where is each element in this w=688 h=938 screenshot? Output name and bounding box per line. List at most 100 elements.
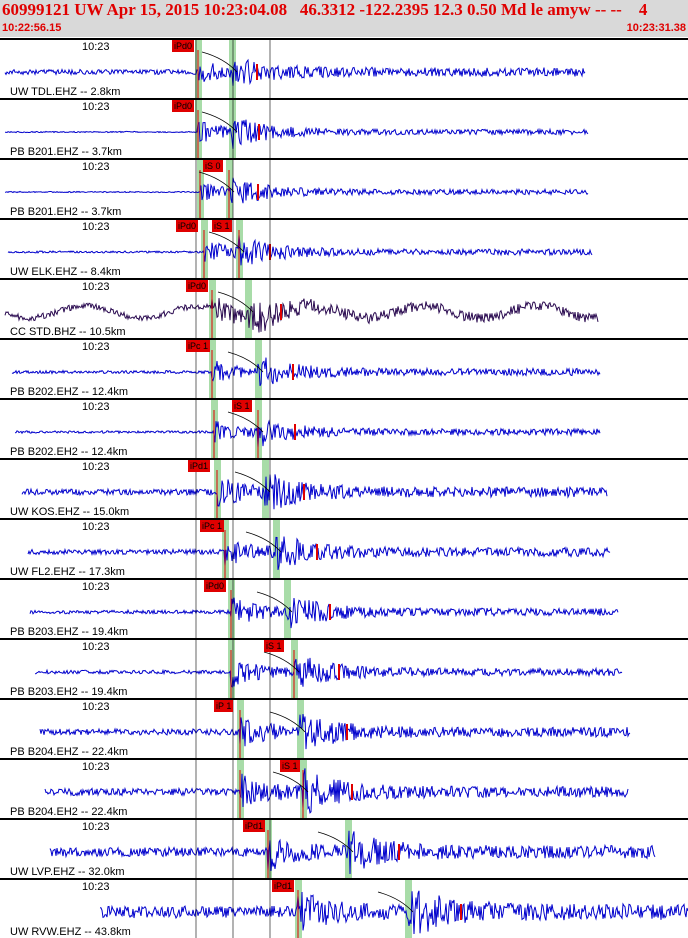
trace-row[interactable]: 10:23 UW KOS.EHZ -- 15.0km iPd1 [0,458,688,518]
moveout-curve [234,471,271,493]
trace-row[interactable]: 10:23 PB B203.EHZ -- 19.4km iPd0 [0,578,688,638]
moveout-curve [217,291,254,313]
trace-time-label: 10:23 [82,581,110,593]
trace-time-label: 10:23 [82,41,110,53]
window-end-time: 10:23:31.38 [626,22,686,34]
moveout-curve [208,231,245,253]
trace-time-label: 10:23 [82,401,110,413]
trace-station-label: PB B204.EH2 -- 22.4km [10,806,128,818]
trace-time-label: 10:23 [82,461,110,473]
event-header: 60999121 UW Apr 15, 2015 10:23:04.08 46.… [0,0,688,37]
trace-station-label: PB B202.EH2 -- 12.4km [10,446,128,458]
trace-time-label: 10:23 [82,821,110,833]
trace-time-label: 10:23 [82,101,110,113]
trace-station-label: PB B203.EHZ -- 19.4km [10,626,128,638]
waveform-trace [4,58,586,86]
phase-pick-flag[interactable]: iPc 1 [200,520,225,532]
moveout-curve [263,651,300,673]
trace-row[interactable]: 10:23 PB B201.EHZ -- 3.7km iPd0 [0,98,688,158]
trace-row[interactable]: 10:23 PB B203.EH2 -- 19.4km iS 1 [0,638,688,698]
waveform-trace [4,177,589,204]
moveout-curve [256,591,293,613]
trace-row[interactable]: 10:23 PB B204.EHZ -- 22.4km iP 1 [0,698,688,758]
trace-row[interactable]: 10:23 PB B204.EH2 -- 22.4km iS 1 [0,758,688,818]
waveform-canvas[interactable] [0,38,688,938]
waveform-trace [7,234,593,266]
waveform-trace [39,713,631,750]
phase-pick-flag[interactable]: iPd0 [204,580,227,592]
moveout-curve [269,711,306,733]
moveout-curve [272,771,309,793]
moveout-curve [201,111,238,133]
trace-station-label: PB B201.EH2 -- 3.7km [10,206,122,218]
trace-row[interactable]: 10:23 PB B202.EHZ -- 12.4km iPc 1 [0,338,688,398]
phase-pick-flag[interactable]: iPd0 [172,100,195,112]
trace-time-label: 10:23 [82,341,110,353]
trace-row[interactable]: 10:23 CC STD.BHZ -- 10.5km iPd0 [0,278,688,338]
trace-time-label: 10:23 [82,221,110,233]
phase-pick-flag[interactable]: iS 1 [264,640,284,652]
trace-time-label: 10:23 [82,281,110,293]
trace-time-label: 10:23 [82,161,110,173]
trace-station-label: UW LVP.EHZ -- 32.0km [10,866,125,878]
trace-station-label: UW TDL.EHZ -- 2.8km [10,86,121,98]
waveform-trace [29,597,619,629]
waveform-trace [4,119,589,149]
phase-pick-flag[interactable]: iPd1 [272,880,295,892]
waveform-trace [4,298,599,333]
trace-row[interactable]: 10:23 PB B201.EH2 -- 3.7km iS 0 [0,158,688,218]
trace-station-label: PB B201.EHZ -- 3.7km [10,146,122,158]
waveform-trace [99,890,688,935]
phase-pick-flag[interactable]: iS 1 [212,220,232,232]
arrival-band [255,340,262,398]
waveform-trace [44,768,629,814]
phase-pick-flag[interactable]: iPd1 [243,820,266,832]
arrival-band [245,280,252,338]
trace-time-label: 10:23 [82,521,110,533]
phase-pick-flag[interactable]: iPc 1 [186,340,211,352]
arrival-band [405,880,412,938]
moveout-curve [245,531,282,553]
phase-pick-flag[interactable]: iPd0 [186,280,209,292]
moveout-curve [227,411,264,433]
trace-station-label: PB B202.EHZ -- 12.4km [10,386,128,398]
trace-time-label: 10:23 [82,641,110,653]
trace-row[interactable]: 10:23 UW FL2.EHZ -- 17.3km iPc 1 [0,518,688,578]
phase-pick-flag[interactable]: iPd0 [176,220,199,232]
moveout-curve [317,831,354,853]
arrival-band [297,700,304,758]
trace-row[interactable]: 10:23 UW RVW.EHZ -- 43.8km iPd1 [0,878,688,938]
phase-pick-flag[interactable]: iPd1 [188,460,211,472]
trace-row[interactable]: 10:23 UW LVP.EHZ -- 32.0km iPd1 [0,818,688,878]
trace-station-label: CC STD.BHZ -- 10.5km [10,326,126,338]
trace-panel[interactable]: 10:23 UW TDL.EHZ -- 2.8km iPd0 10:23 PB B201… [0,38,688,938]
arrival-band [229,40,236,98]
trace-row[interactable]: 10:23 UW TDL.EHZ -- 2.8km iPd0 [0,38,688,98]
waveform-trace [14,419,601,448]
trace-row[interactable]: 10:23 PB B202.EH2 -- 12.4km iS 1 [0,398,688,458]
waveform-trace [11,357,601,387]
trace-time-label: 10:23 [82,761,110,773]
phase-pick-flag[interactable]: iP 1 [214,700,234,712]
arrival-band [229,100,236,158]
moveout-curve [227,351,264,373]
phase-pick-flag[interactable]: iPd0 [172,40,195,52]
arrival-band [284,580,291,638]
trace-time-label: 10:23 [82,701,110,713]
phase-pick-flag[interactable]: iS 1 [280,760,300,772]
trace-row[interactable]: 10:23 UW ELK.EHZ -- 8.4km iPd0 iS 1 [0,218,688,278]
phase-pick-flag[interactable]: iS 1 [232,400,252,412]
trace-time-label: 10:23 [82,881,110,893]
waveform-trace [34,657,623,688]
trace-station-label: PB B203.EH2 -- 19.4km [10,686,128,698]
phase-pick-flag[interactable]: iS 0 [203,160,223,172]
arrival-band [273,520,280,578]
moveout-curve [198,171,235,193]
moveout-curve [201,51,238,73]
trace-station-label: UW FL2.EHZ -- 17.3km [10,566,125,578]
waveform-trace [27,536,611,571]
trace-station-label: UW RVW.EHZ -- 43.8km [10,926,131,938]
window-start-time: 10:22:56.15 [2,22,62,34]
event-title: 60999121 UW Apr 15, 2015 10:23:04.08 46.… [2,0,648,19]
